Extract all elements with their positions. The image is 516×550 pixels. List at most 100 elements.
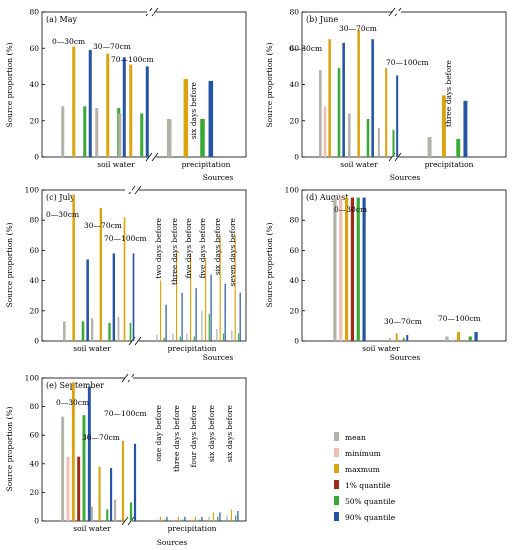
bar-mean	[427, 137, 432, 157]
y-tick-label: 0	[34, 337, 39, 346]
legend-swatch	[334, 512, 339, 521]
bar-50-quantile	[237, 333, 240, 341]
group-label-precipitation: precipitation	[182, 160, 231, 169]
bar-maxmum	[357, 30, 360, 158]
legend-entry: maxmum	[345, 465, 380, 474]
bar-50-quantile	[129, 322, 132, 341]
bar-mean	[118, 113, 122, 157]
panel-title: (b) June	[306, 15, 338, 24]
cluster-label: 0—30cm	[46, 210, 79, 219]
bar-maxmum	[99, 208, 103, 341]
cluster-label: six days before	[189, 81, 198, 139]
bar-90-quantile	[219, 512, 221, 521]
group-label-soil-water: soil water	[362, 344, 400, 353]
cluster-label: 0—30cm	[289, 44, 322, 53]
panel-4: 0 20 40 60 80 100 (d) August Source proportion …	[265, 186, 507, 362]
bar-minimum	[339, 197, 343, 341]
bar-mean	[445, 336, 449, 341]
bar-maxmum	[123, 217, 126, 341]
bar-maxmum	[328, 39, 331, 157]
bar-90-quantile	[88, 50, 92, 158]
x-axis-label: Sources	[390, 173, 421, 182]
panel-title: (d) August	[306, 193, 349, 202]
bar-mean	[231, 330, 233, 341]
bar-90-quantile	[165, 304, 167, 341]
bar-1-quantile	[350, 197, 355, 341]
bar-90-quantile	[195, 288, 197, 341]
y-tick-label: 80	[289, 216, 299, 225]
bar-50-quantile	[106, 509, 109, 521]
bar-90-quantile	[122, 57, 126, 158]
axis-break-gap-bottom	[149, 153, 156, 161]
legend-entry: 1% quantile	[345, 481, 391, 490]
bar-maxmum	[395, 333, 398, 341]
x-axis-label: Sources	[203, 353, 234, 362]
bar-mean	[61, 416, 65, 521]
y-tick-label: 40	[29, 80, 39, 89]
axis-break-mark	[151, 152, 159, 162]
y-tick-label: 0	[34, 153, 39, 162]
y-tick-label: 40	[29, 459, 39, 468]
cluster-label: 30—70cm	[93, 42, 131, 51]
axis-break-mark	[145, 152, 153, 162]
axis-break-mark	[134, 185, 142, 195]
y-tick-label: 20	[289, 116, 299, 125]
cluster-label: 30—70cm	[84, 221, 122, 230]
bar-mean	[173, 519, 175, 521]
bar-mean	[333, 197, 337, 341]
x-axis-label: Sources	[157, 538, 188, 547]
bar-maxmum	[234, 235, 236, 341]
y-tick-label: 100	[25, 186, 40, 195]
legend-swatch	[334, 432, 339, 441]
bar-90-quantile	[362, 197, 366, 341]
bar-maxmum	[385, 68, 388, 157]
axis-break-mark	[121, 373, 129, 383]
y-tick-label: 20	[29, 488, 39, 497]
bar-maxmum	[456, 331, 461, 341]
bar-90-quantile	[237, 510, 239, 521]
cluster-label: five days before	[198, 217, 207, 278]
bar-50-quantile	[200, 118, 205, 157]
bar-mean	[348, 113, 351, 157]
panel-3: 0 20 40 60 80 100 (c) July Source proportion (%…	[5, 185, 247, 362]
bar-50-quantile	[82, 415, 86, 521]
legend: mean minimum maxmum 1% quantile 50% quantile…	[334, 432, 396, 522]
y-tick-label: 60	[29, 246, 39, 255]
bar-mean	[95, 108, 99, 157]
y-tick-label: 0	[34, 517, 39, 526]
axis-break-mark	[121, 516, 129, 526]
axis-break-gap	[126, 377, 133, 380]
bar-50-quantile	[83, 106, 87, 157]
y-axis-label: Source proportion (%)	[265, 42, 274, 127]
y-tick-label: 0	[294, 153, 299, 162]
y-axis-label: Source proportion (%)	[5, 406, 14, 491]
y-tick-label: 80	[29, 216, 39, 225]
bar-90-quantile	[210, 274, 212, 341]
bar-mean	[319, 70, 322, 157]
bar-90-quantile	[239, 292, 241, 341]
axis-break-mark	[151, 7, 159, 17]
bar-mean	[113, 499, 117, 521]
panel-2: 0 20 40 60 80 (b) June Source proportion (%) So…	[265, 8, 507, 182]
legend-entry: minimum	[345, 449, 381, 458]
bar-50-quantile	[402, 337, 405, 341]
cluster-label: 0—30cm	[52, 37, 85, 46]
axis-break-gap-bottom	[125, 517, 132, 525]
bar-maxmum	[129, 64, 133, 157]
y-tick-label: 0	[294, 337, 299, 346]
bar-90-quantile	[201, 516, 203, 521]
bar-50-quantile	[140, 113, 144, 157]
bar-90-quantile	[132, 253, 135, 341]
cluster-label: 70—100cm	[104, 409, 147, 418]
axis-break-gap-bottom	[392, 153, 399, 161]
plot-frame	[301, 11, 507, 158]
bar-90-quantile	[110, 468, 113, 521]
axis-break-mark	[134, 336, 142, 346]
bar-maxmum	[183, 79, 189, 157]
x-axis-label: Sources	[203, 173, 234, 182]
bar-90-quantile	[463, 100, 468, 157]
bar-90-quantile	[145, 66, 149, 158]
axis-break-gap	[125, 189, 132, 192]
bar-maxmum	[219, 235, 221, 341]
y-tick-label: 100	[285, 186, 300, 195]
